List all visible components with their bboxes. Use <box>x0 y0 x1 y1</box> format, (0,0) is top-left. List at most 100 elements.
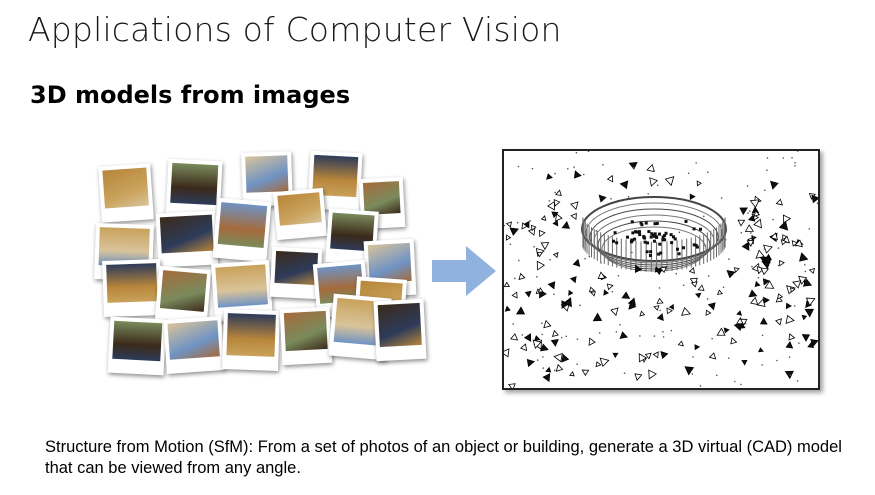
point <box>595 230 598 232</box>
point <box>766 169 768 172</box>
point <box>658 287 661 289</box>
collage-photo <box>221 309 281 371</box>
camera-frustum <box>756 298 766 308</box>
point <box>670 241 674 245</box>
camera-frustum <box>532 339 542 349</box>
point <box>776 359 778 362</box>
camera-frustum <box>757 347 764 353</box>
point <box>777 264 780 267</box>
point <box>630 220 634 224</box>
point <box>706 298 709 300</box>
point <box>675 272 678 275</box>
point <box>644 269 646 272</box>
camera-frustum <box>504 348 510 358</box>
point <box>610 198 612 200</box>
camera-frustum <box>801 334 811 342</box>
camera-frustum <box>681 307 691 316</box>
point <box>791 157 793 159</box>
point <box>796 380 799 382</box>
camera-frustum <box>546 200 555 211</box>
point <box>567 167 569 170</box>
point <box>588 255 591 258</box>
camera-frustum <box>656 313 664 321</box>
point <box>645 250 649 254</box>
point <box>602 163 604 166</box>
point <box>647 230 651 234</box>
camera-frustum <box>811 194 818 204</box>
camera-frustum <box>555 213 563 222</box>
point <box>746 185 749 187</box>
point <box>615 331 618 333</box>
point <box>644 221 648 225</box>
point <box>670 329 673 332</box>
collage-photo <box>102 259 162 317</box>
point <box>692 356 694 358</box>
camera-frustum <box>753 210 761 217</box>
point <box>611 290 614 293</box>
point <box>585 372 588 375</box>
point <box>661 238 665 242</box>
point <box>722 286 725 289</box>
camera-frustum <box>507 383 516 388</box>
photo-image <box>226 313 276 357</box>
camera-frustum <box>555 363 564 372</box>
point <box>600 262 602 264</box>
point <box>633 237 637 241</box>
photo-image <box>245 155 289 193</box>
camera-frustum <box>536 260 546 271</box>
camera-frustum <box>523 333 532 342</box>
camera-frustum <box>753 218 762 229</box>
point <box>711 337 713 340</box>
point <box>682 246 686 250</box>
camera-frustum <box>775 318 782 326</box>
point <box>509 243 512 246</box>
camera-frustum <box>697 284 705 292</box>
camera-frustum <box>785 314 795 324</box>
point <box>763 248 766 250</box>
camera-frustum <box>741 359 748 366</box>
point <box>794 165 796 167</box>
photo-image <box>362 181 401 215</box>
camera-frustum <box>792 280 802 289</box>
photo-image <box>159 270 208 312</box>
point <box>757 276 760 279</box>
camera-frustum <box>754 280 761 287</box>
camera-frustum <box>689 193 696 201</box>
camera-frustum <box>739 207 748 216</box>
point <box>632 166 635 169</box>
camera-frustum <box>759 317 768 325</box>
camera-frustum <box>804 308 815 318</box>
point <box>638 233 642 237</box>
camera-frustum <box>606 283 614 291</box>
slide-subtitle: 3D models from images <box>30 81 351 109</box>
camera-frustum <box>540 343 549 352</box>
point <box>615 241 619 245</box>
camera-frustum <box>518 272 526 281</box>
camera-frustum <box>784 370 794 380</box>
camera-frustum <box>597 271 606 280</box>
photo-image <box>217 202 268 248</box>
camera-frustum <box>666 307 673 315</box>
point <box>761 334 764 337</box>
point <box>531 167 534 170</box>
colosseum-ring <box>585 202 723 264</box>
camera-frustum <box>744 224 755 232</box>
camera-frustum <box>785 302 792 310</box>
point <box>653 335 656 337</box>
point <box>639 335 641 337</box>
point <box>560 336 563 339</box>
camera-frustum <box>573 170 582 179</box>
camera-frustum <box>782 214 792 224</box>
point <box>682 284 685 287</box>
point <box>698 227 702 231</box>
camera-frustum <box>572 258 581 267</box>
point <box>634 230 638 234</box>
point <box>584 257 586 260</box>
point <box>649 250 653 254</box>
point <box>734 380 736 383</box>
point <box>643 240 647 244</box>
point <box>640 223 644 227</box>
colosseum-ring <box>601 226 707 272</box>
point <box>582 173 585 176</box>
point <box>796 151 799 152</box>
